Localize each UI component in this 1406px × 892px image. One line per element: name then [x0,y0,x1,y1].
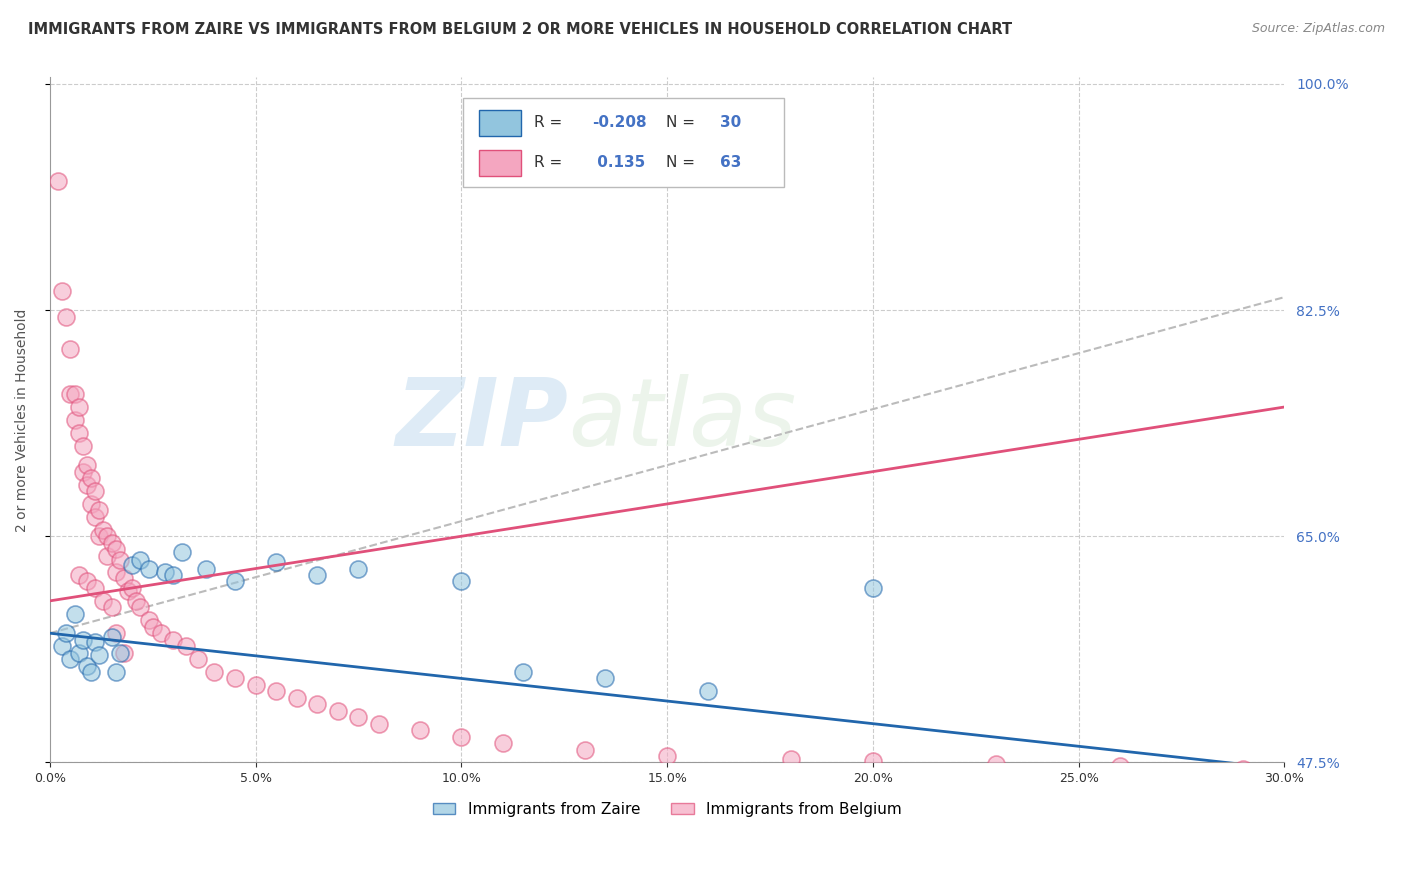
Point [55,626,77,640]
Point [96,529,118,543]
Point [80,665,103,679]
Point [142,620,165,634]
Point [108,552,131,566]
Point [104,566,127,580]
Point [347,561,370,575]
Point [779,751,801,765]
Point [121,558,143,572]
Point [162,632,184,647]
Point [187,652,209,666]
Point [153,566,176,580]
Point [655,749,678,764]
Point [67,400,90,414]
Point [76,574,98,589]
Point [91,594,114,608]
Point [59,342,82,356]
Point [89,503,111,517]
Legend: Immigrants from Zaire, Immigrants from Belgium: Immigrants from Zaire, Immigrants from B… [426,796,908,823]
Point [574,742,596,756]
Point [100,630,122,644]
Point [100,535,122,549]
Point [697,684,720,698]
Point [1150,855,1173,869]
Point [224,672,246,686]
Point [84,581,107,595]
Point [96,549,118,563]
Point [89,648,111,662]
Point [112,571,135,585]
Point [63,607,86,621]
Point [1232,762,1254,776]
Point [63,413,86,427]
Point [326,704,349,718]
Point [347,710,370,724]
Point [112,646,135,660]
Point [76,458,98,472]
Point [307,698,329,712]
Point [100,600,122,615]
Point [67,646,90,660]
Point [108,646,131,660]
Point [84,635,107,649]
Point [264,684,287,698]
Point [46,174,69,188]
Point [129,552,152,566]
Point [80,471,103,485]
Point [307,568,329,582]
Point [80,497,103,511]
Point [121,581,143,595]
Point [512,665,534,679]
Point [491,736,513,750]
Text: atlas: atlas [568,375,797,466]
Point [409,723,432,738]
Point [55,310,77,324]
Point [245,678,267,692]
Y-axis label: 2 or more Vehicles in Household: 2 or more Vehicles in Household [15,309,30,532]
Point [51,284,73,298]
Point [195,561,218,575]
Point [91,523,114,537]
Text: ZIP: ZIP [395,374,568,466]
Point [117,583,139,598]
Point [204,665,226,679]
Point [72,632,94,647]
Point [450,574,472,589]
Point [104,626,127,640]
Point [84,509,107,524]
Point [67,425,90,440]
Point [138,561,160,575]
Point [162,568,184,582]
Text: IMMIGRANTS FROM ZAIRE VS IMMIGRANTS FROM BELGIUM 2 OR MORE VEHICLES IN HOUSEHOLD: IMMIGRANTS FROM ZAIRE VS IMMIGRANTS FROM… [28,22,1012,37]
Point [63,387,86,401]
Point [67,568,90,582]
Point [264,555,287,569]
Point [138,613,160,627]
Point [72,439,94,453]
Point [170,545,193,559]
Point [76,658,98,673]
Point [59,652,82,666]
Point [862,754,884,768]
Point [174,639,197,653]
Point [51,639,73,653]
Point [104,665,127,679]
Point [1108,759,1130,773]
Text: Source: ZipAtlas.com: Source: ZipAtlas.com [1251,22,1385,36]
Point [125,594,148,608]
Point [72,465,94,479]
Point [450,730,472,744]
Point [76,477,98,491]
Point [149,626,172,640]
Point [368,716,391,731]
Point [84,483,107,498]
Point [89,529,111,543]
Point [129,600,152,615]
Point [224,574,246,589]
Point [986,756,1008,771]
Point [104,542,127,557]
Point [59,387,82,401]
Point [595,672,617,686]
Point [862,581,884,595]
Point [285,690,308,705]
